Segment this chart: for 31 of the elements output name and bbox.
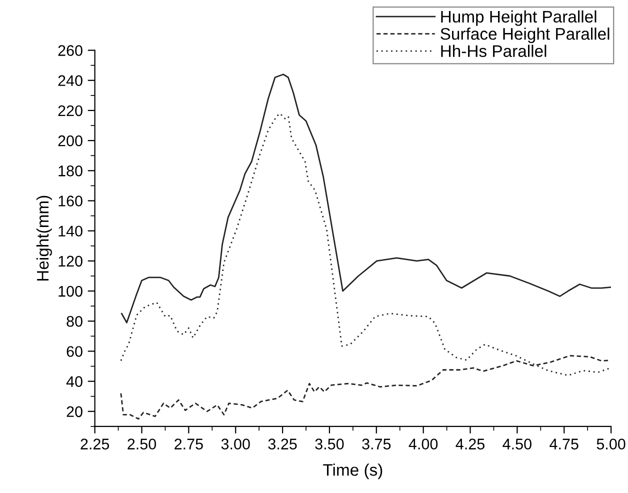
x-tick-label: 3.00 [221,438,250,450]
x-tick-label: 4.25 [456,438,484,450]
y-tick-label: 40 [66,376,82,387]
y-tick-label: 100 [58,286,82,297]
y-tick-label: 220 [58,105,82,116]
x-tick-label: 3.25 [268,438,297,450]
legend-label: Hump Height Parallel [441,10,596,26]
x-tick-label: 3.75 [362,438,391,450]
y-axis-title: Height(mm) [36,196,52,281]
y-tick-label: 80 [66,316,82,327]
y-tick-label: 20 [66,406,82,418]
y-tick-label: 260 [58,45,82,56]
x-tick-label: 4.75 [550,438,578,450]
x-tick-label: 2.50 [128,438,156,450]
y-tick-label: 240 [58,75,82,86]
x-tick-label: 3.50 [315,438,344,450]
y-tick-label: 160 [58,196,82,206]
legend-label: Surface Height Parallel [440,28,610,44]
x-axis-title: Time (s) [323,464,382,480]
line-series [120,74,611,324]
y-tick-label: 140 [58,226,82,237]
legend-label: Hh-Hs Parallel [441,44,546,58]
y-tick-label: 180 [58,166,82,176]
x-tick-label: 4.00 [408,438,438,450]
y-tick-label: 120 [58,256,82,267]
x-tick-label: 2.75 [174,438,203,450]
y-tick-label: 60 [66,346,82,357]
x-tick-label: 2.25 [80,438,110,450]
x-tick-label: 4.50 [502,438,532,450]
x-tick-label: 5.00 [596,438,626,450]
y-tick-label: 200 [58,135,82,146]
